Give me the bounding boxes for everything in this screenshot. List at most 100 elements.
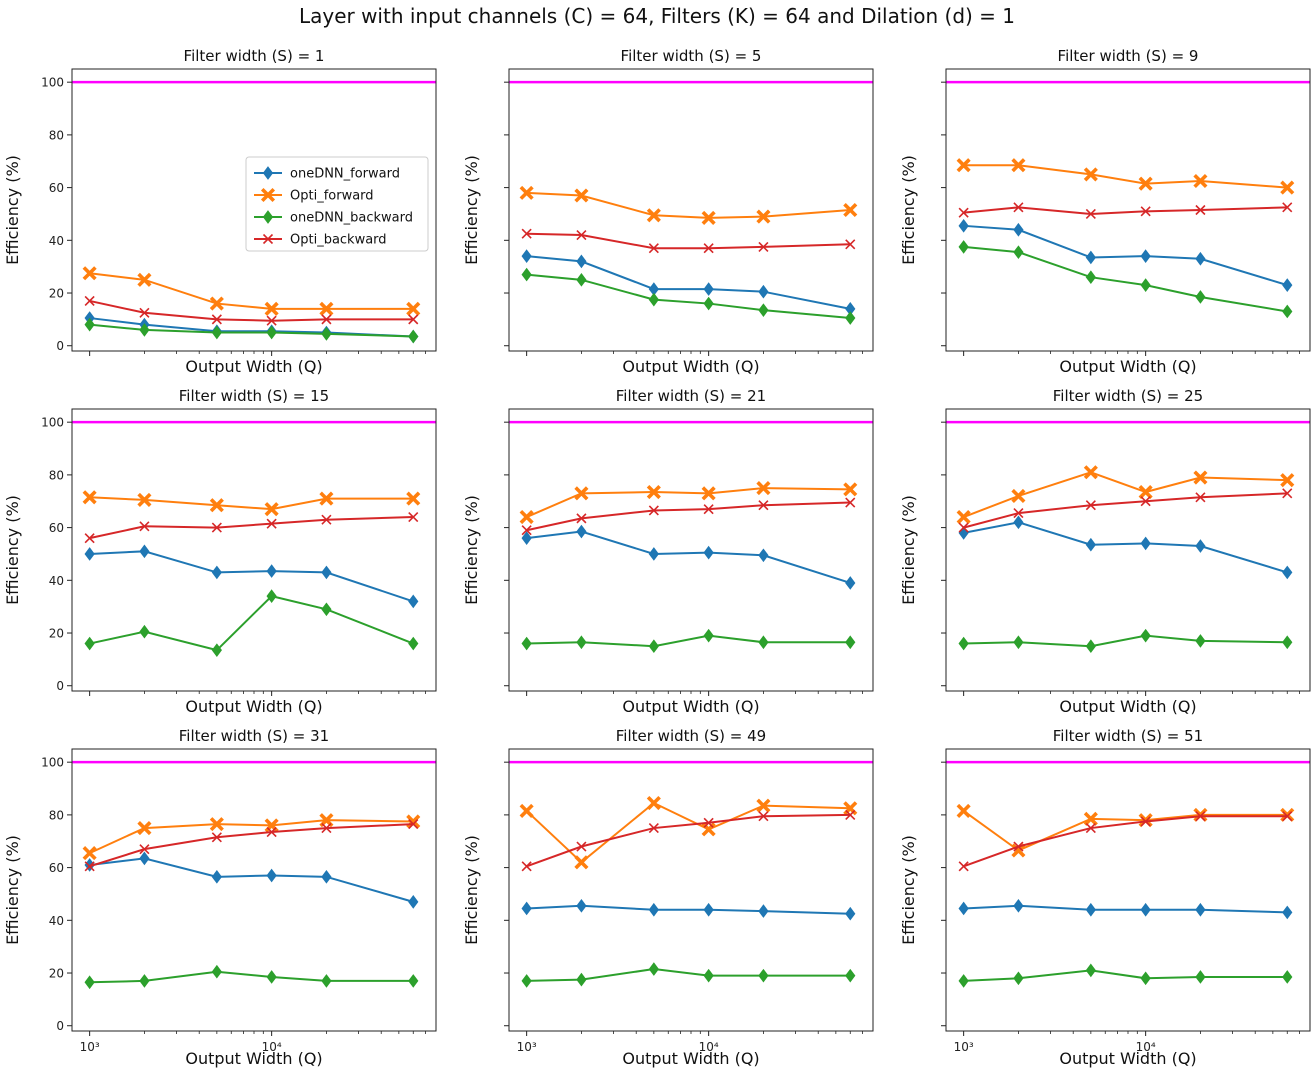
y-tick-label: 60 (49, 521, 64, 535)
data-point-Opti_backward-b (958, 861, 969, 872)
x-axis-label: Output Width (Q) (1059, 697, 1196, 716)
data-point-oneDNN_backward (703, 628, 714, 643)
data-point-Opti_backward (211, 522, 222, 533)
data-point-Opti_forward-b (1083, 167, 1098, 182)
data-point-oneDNN_forward (1013, 898, 1024, 913)
data-point-Opti_forward-b (756, 481, 771, 496)
data-point-oneDNN_backward (1013, 971, 1024, 986)
data-point-Opti_backward (1013, 508, 1024, 519)
data-point-Opti_backward (321, 822, 332, 834)
data-point-oneDNN_backward (1140, 971, 1151, 986)
data-point-Opti_backward-b (139, 307, 150, 318)
y-tick-label: 100 (41, 76, 64, 90)
data-point-Opti_backward-b (958, 522, 969, 533)
data-point-Opti_backward (408, 314, 419, 325)
series-line-Opti_backward (89, 516, 414, 540)
series-line-Opti_forward (526, 191, 851, 219)
legend-label-oneDNN_forward: oneDNN_forward (290, 167, 400, 182)
data-point-Opti_forward-b (1193, 173, 1208, 189)
data-point-oneDNN_forward (703, 282, 714, 296)
data-point-oneDNN_backward (576, 635, 587, 650)
subplot-6: Filter width (S) = 25 Output Width (Q) Eff… (899, 387, 1311, 716)
data-point-oneDNN_forward (139, 851, 150, 866)
legend-marker-Opti_backward (262, 233, 274, 245)
series-line-Opti_backward (526, 813, 851, 868)
data-point-Opti_forward-b (82, 490, 97, 505)
series-line-oneDNN_backward (963, 245, 1288, 313)
data-point-oneDNN_forward (1140, 249, 1151, 263)
subplot-5: Filter width (S) = 21 Output Width (Q) Eff… (462, 387, 874, 716)
data-point-Opti_forward (319, 491, 334, 506)
data-point-Opti_forward (701, 486, 716, 501)
data-point-Opti_forward (1280, 807, 1295, 822)
subplot-title: Filter width (S) = 21 (616, 387, 766, 405)
data-point-oneDNN_forward (1282, 278, 1293, 292)
data-point-Opti_forward-b (1193, 807, 1208, 822)
data-point-oneDNN_forward (84, 547, 95, 561)
data-point-Opti_forward (82, 846, 97, 861)
data-point-Opti_forward (756, 209, 771, 224)
data-point-oneDNN_forward (703, 545, 714, 560)
data-point-Opti_backward (408, 511, 419, 523)
data-point-Opti_backward-b (521, 228, 532, 239)
data-point-Opti_backward (958, 522, 969, 533)
data-point-oneDNN_backward (1195, 634, 1206, 648)
y-tick-label: 80 (49, 128, 64, 142)
data-point-oneDNN_backward (1013, 245, 1024, 260)
data-point-oneDNN_backward (1282, 635, 1293, 650)
x-axis-label: Output Width (Q) (185, 1049, 322, 1068)
plot-frame (508, 408, 874, 692)
series-line-oneDNN_forward (963, 521, 1288, 574)
y-axis-label: Efficiency (%) (462, 835, 481, 945)
data-point-oneDNN_backward (521, 974, 532, 988)
data-point-Opti_forward-b (82, 846, 97, 861)
x-axis-label: Output Width (Q) (1059, 1049, 1196, 1068)
data-point-Opti_backward-b (139, 844, 150, 855)
data-point-oneDNN_forward (521, 531, 532, 545)
data-point-Opti_forward (756, 798, 771, 813)
data-point-Opti_backward-b (211, 314, 222, 325)
data-point-Opti_forward (1138, 176, 1153, 191)
y-tick-label: 0 (56, 339, 64, 353)
data-point-oneDNN_forward (1195, 902, 1206, 917)
data-point-Opti_forward-b (701, 210, 716, 225)
plot-frame (945, 408, 1311, 692)
data-point-Opti_backward-b (1085, 208, 1096, 220)
data-point-Opti_forward-b (574, 855, 589, 870)
data-point-Opti_backward-b (576, 841, 587, 852)
data-point-Opti_backward-b (1282, 811, 1293, 822)
data-point-Opti_forward (956, 158, 971, 173)
series-line-Opti_backward (963, 815, 1288, 868)
data-point-oneDNN_backward (1282, 970, 1293, 984)
series-line-Opti_backward (526, 501, 851, 532)
data-point-Opti_forward (1138, 813, 1153, 828)
data-point-Opti_backward-b (84, 533, 95, 544)
data-point-Opti_forward-b (137, 821, 152, 836)
series-line-Opti_forward (89, 819, 414, 855)
data-point-Opti_backward-b (845, 497, 856, 508)
data-point-Opti_forward (82, 490, 97, 505)
data-point-oneDNN_forward (576, 254, 587, 269)
data-point-Opti_forward (701, 210, 716, 225)
data-point-oneDNN_forward (408, 594, 419, 609)
data-point-oneDNN_backward (408, 329, 419, 344)
data-point-Opti_backward-b (703, 817, 714, 828)
data-point-Opti_forward-b (701, 486, 716, 501)
data-point-Opti_forward (843, 202, 858, 218)
subplot-title: Filter width (S) = 15 (179, 387, 329, 405)
data-point-Opti_forward-b (209, 296, 224, 311)
series-line-Opti_forward (963, 471, 1288, 518)
y-tick-label: 60 (49, 861, 64, 875)
data-point-Opti_backward (1282, 202, 1293, 213)
data-point-oneDNN_forward (1085, 537, 1096, 552)
data-point-Opti_forward (209, 817, 224, 832)
data-point-Opti_backward-b (845, 809, 856, 820)
series-line-oneDNN_forward (526, 904, 851, 915)
data-point-oneDNN_backward (576, 972, 587, 987)
y-axis-label: Efficiency (%) (3, 835, 22, 945)
data-point-Opti_backward (521, 861, 532, 872)
data-point-oneDNN_backward (576, 273, 587, 287)
plot-frame (71, 408, 437, 692)
legend-label-oneDNN_backward: oneDNN_backward (290, 211, 413, 226)
